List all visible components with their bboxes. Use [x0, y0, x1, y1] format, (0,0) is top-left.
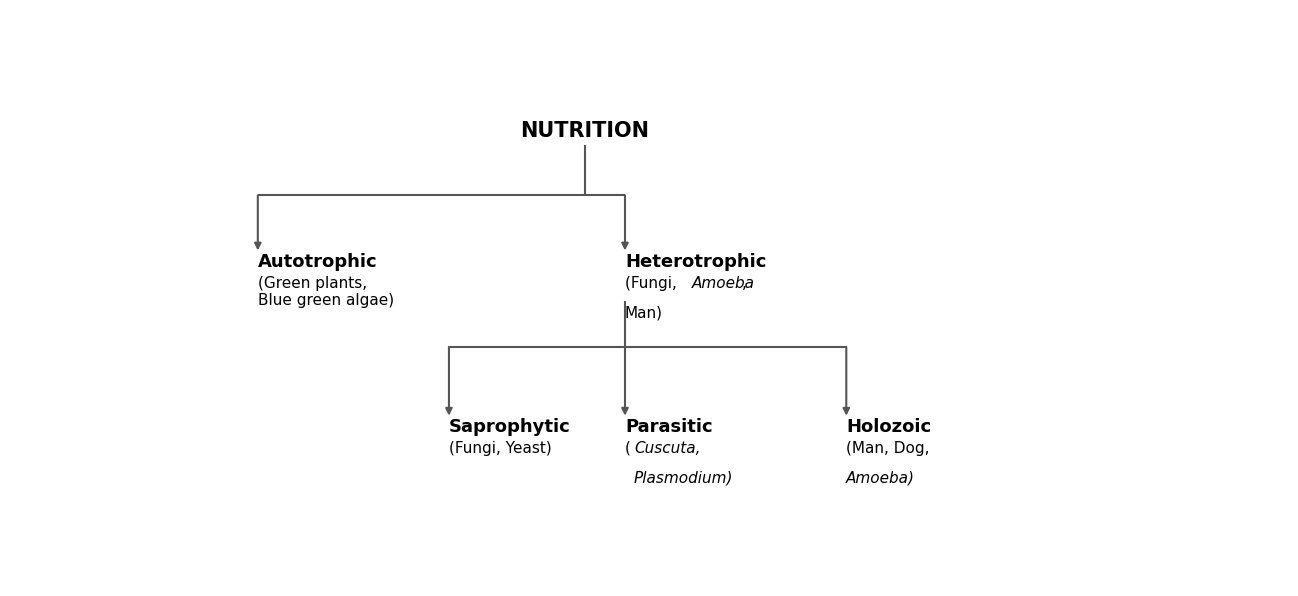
Text: Man): Man): [626, 306, 663, 321]
Text: Amoeba): Amoeba): [846, 471, 915, 486]
Text: (Fungi, Yeast): (Fungi, Yeast): [449, 441, 552, 456]
Text: Holozoic: Holozoic: [846, 418, 932, 436]
Text: Saprophytic: Saprophytic: [449, 418, 571, 436]
Text: Heterotrophic: Heterotrophic: [626, 253, 766, 271]
Text: Autotrophic: Autotrophic: [258, 253, 378, 271]
Text: Parasitic: Parasitic: [626, 418, 713, 436]
Text: (Green plants,
Blue green algae): (Green plants, Blue green algae): [258, 276, 393, 308]
Text: Plasmodium): Plasmodium): [633, 471, 733, 486]
Text: (: (: [626, 441, 631, 456]
Text: NUTRITION: NUTRITION: [520, 121, 649, 141]
Text: (Man, Dog,: (Man, Dog,: [846, 441, 929, 456]
Text: (Fungi,: (Fungi,: [626, 276, 681, 291]
Text: ,: ,: [741, 276, 746, 291]
Text: Cuscuta,: Cuscuta,: [633, 441, 701, 456]
Text: Amoeba: Amoeba: [692, 276, 754, 291]
